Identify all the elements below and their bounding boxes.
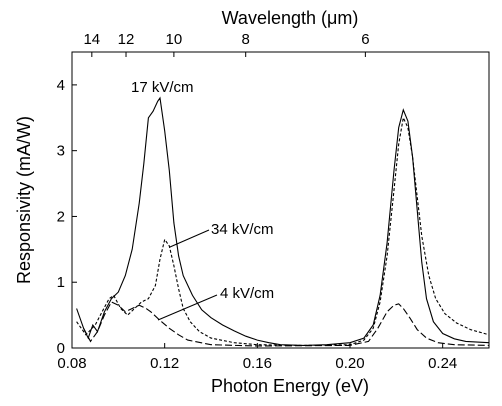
plot-marks <box>76 96 490 347</box>
top-tick-label: 12 <box>118 31 135 48</box>
series-line-0 <box>76 96 490 346</box>
series-line-2 <box>83 301 490 347</box>
annotation-34kv: 34 kV/cm <box>211 221 274 238</box>
series-line-1 <box>76 115 490 346</box>
y-tick-label: 2 <box>57 208 65 225</box>
x-axis-label: Photon Energy (eV) <box>211 376 369 396</box>
y-tick-label: 3 <box>57 143 65 160</box>
top-tick-label: 14 <box>83 31 100 48</box>
plot-frame <box>71 51 490 349</box>
x-tick-label: 0.20 <box>335 355 364 372</box>
y-tick-label: 4 <box>57 77 65 94</box>
x-tick-label: 0.12 <box>150 355 179 372</box>
y-tick-label: 1 <box>57 274 65 291</box>
top-axis-label-suffix: ) <box>352 8 358 28</box>
x-ticks: 0.08 0.12 0.16 0.20 0.24 <box>57 343 457 372</box>
top-tick-label: 8 <box>242 31 250 48</box>
annotation-pointer-4kv <box>157 294 218 321</box>
x-tick-label: 0.16 <box>243 355 272 372</box>
top-tick-label: 6 <box>361 31 369 48</box>
top-axis-label-unit: μm <box>327 8 352 28</box>
y-axis-label: Responsivity (mA/W) <box>14 116 34 284</box>
top-axis-label: Wavelength (μm) <box>222 8 359 28</box>
y-ticks: 0 1 2 3 4 <box>57 77 77 357</box>
top-ticks: 14 12 10 8 6 <box>83 31 370 57</box>
annotation-pointer-34kv <box>169 229 210 248</box>
x-tick-label: 0.24 <box>428 355 457 372</box>
top-tick-label: 10 <box>166 31 183 48</box>
annotation-4kv: 4 kV/cm <box>220 285 274 302</box>
annotation-17kv: 17 kV/cm <box>131 79 194 96</box>
top-axis-label-prefix: Wavelength ( <box>222 8 327 28</box>
x-tick-label: 0.08 <box>57 355 86 372</box>
y-tick-label: 0 <box>57 340 65 357</box>
